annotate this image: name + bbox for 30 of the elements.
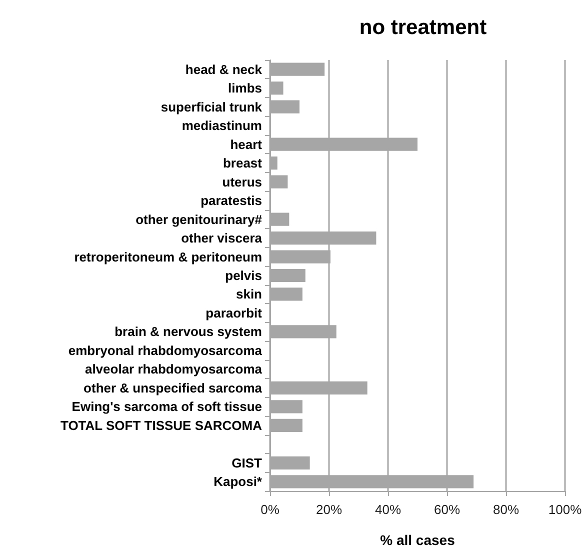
y-tick-label: pelvis: [225, 268, 262, 283]
y-tick-label: Ewing's sarcoma of soft tissue: [72, 399, 262, 414]
x-tick-label: 60%: [434, 502, 460, 517]
chart-title: no treatment: [359, 16, 487, 39]
y-tick-label: mediastinum: [182, 118, 262, 134]
y-tick-label: retroperitoneum & peritoneum: [74, 249, 262, 264]
y-tick-label: alveolar rhabdomyosarcoma: [84, 362, 263, 377]
y-tick-label: breast: [222, 156, 263, 171]
y-tick-label: GIST: [232, 455, 262, 470]
y-tick-label: paratestis: [200, 193, 262, 208]
y-tick-label: skin: [236, 286, 262, 302]
y-tick-label: TOTAL SOFT TISSUE SARCOMA: [60, 418, 263, 433]
y-tick-label: superficial trunk: [160, 99, 263, 114]
y-tick-label: heart: [230, 136, 263, 152]
x-tick-label: 20%: [316, 502, 342, 517]
y-tick-label: brain & nervous system: [114, 324, 262, 340]
x-tick-label: 80%: [492, 502, 520, 517]
y-tick-label: embryonal rhabdomyosarcoma: [68, 342, 263, 358]
y-tick-label: paraorbit: [206, 305, 263, 320]
x-axis-title: % all cases: [380, 532, 456, 548]
y-tick-label: other viscera: [181, 230, 263, 246]
x-tick-label: 40%: [374, 502, 402, 517]
y-tick-label: uterus: [222, 174, 262, 190]
y-tick-label: Kaposi*: [214, 474, 263, 490]
x-tick-label: 100%: [548, 502, 582, 517]
x-tick-label: 0%: [260, 502, 280, 517]
y-tick-label: head & neck: [185, 62, 263, 77]
y-tick-label: other genitourinary#: [136, 212, 263, 227]
y-tick-label: other & unspecified sarcoma: [84, 380, 263, 396]
y-tick-label: limbs: [228, 80, 262, 96]
